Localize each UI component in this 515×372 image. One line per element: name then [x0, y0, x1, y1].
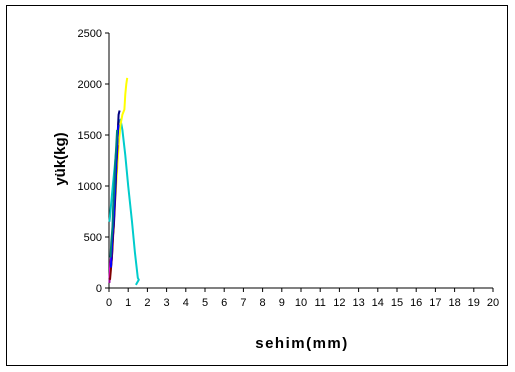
x-tick-label: 10: [295, 297, 307, 309]
x-tick-label: 20: [487, 297, 499, 309]
x-tick-label: 18: [448, 297, 460, 309]
y-tick-label: 0: [96, 283, 102, 295]
x-tick-label: 8: [260, 297, 266, 309]
x-tick-label: 15: [391, 297, 403, 309]
x-tick-label: 13: [352, 297, 364, 309]
chart-frame: 0 500 1000 1500 2000 2500 0 1 2 3 4 5 6 7 8 9 10 11 12 13 14…: [6, 5, 508, 366]
x-tick-label: 11: [314, 297, 325, 309]
x-tick-label: 0: [106, 297, 112, 309]
x-tick-label: 17: [429, 297, 441, 309]
y-tick-label: 1500: [78, 130, 102, 142]
x-tick-label: 6: [221, 297, 227, 309]
x-tick-label: 9: [279, 297, 285, 309]
x-tick-label: 5: [202, 297, 208, 309]
y-tick-label: 500: [84, 232, 102, 244]
x-tick-label: 14: [372, 297, 384, 309]
x-tick-label: 4: [183, 297, 189, 309]
y-axis-title: yük(kg): [52, 132, 69, 185]
x-tick-label: 7: [240, 297, 246, 309]
x-tick-label: 19: [468, 297, 480, 309]
y-tick-label: 1000: [78, 181, 102, 193]
x-tick-label: 12: [333, 297, 345, 309]
x-tick-label: 16: [410, 297, 422, 309]
y-tick-label: 2000: [78, 79, 102, 91]
x-tick-label: 3: [164, 297, 170, 309]
y-tick-label: 2500: [78, 28, 102, 40]
x-tick-label: 1: [125, 297, 131, 309]
x-axis-title: sehim(mm): [255, 335, 349, 352]
x-tick-label: 2: [144, 297, 150, 309]
series-line-8: [109, 129, 119, 258]
